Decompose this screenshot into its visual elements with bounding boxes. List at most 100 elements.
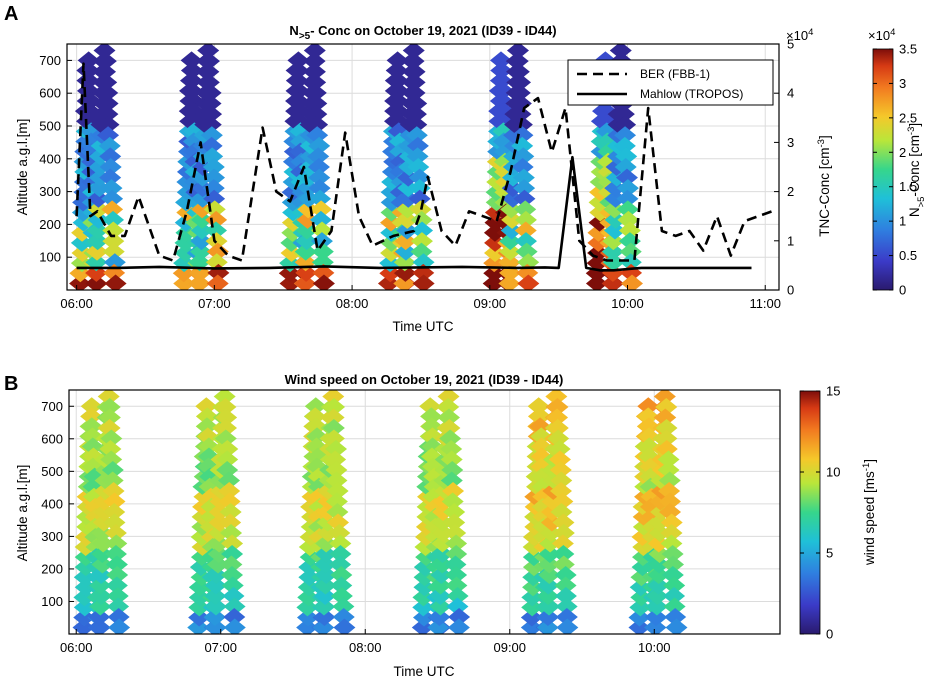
panel-b-marker (188, 608, 211, 627)
panel-b-marker (429, 586, 452, 605)
panel-a-marker (197, 52, 220, 71)
panel-b-marker (315, 534, 338, 553)
panel-a-marker (205, 232, 228, 251)
panel-b-marker (540, 523, 563, 542)
panel-a-marker (87, 189, 110, 208)
panel-a-marker (280, 244, 303, 263)
panel-b: B Wind speed on October 19, 2021 (ID39 -… (4, 372, 877, 679)
panel-a-marker (509, 105, 532, 124)
panel-a-marker (508, 73, 531, 92)
panel-b-marker (218, 471, 241, 490)
panel-a-marker (501, 210, 524, 229)
panel-a-marker (94, 52, 117, 71)
panel-a-marker (403, 83, 426, 102)
panel-b-marker (665, 618, 688, 634)
panel-b-marker (101, 471, 124, 490)
panel-b-marker (555, 607, 578, 626)
panel-b-marker (104, 544, 127, 563)
panel-b-marker (549, 482, 572, 501)
panel-a-title: N>5- Conc on October 19, 2021 (ID39 - ID… (289, 23, 556, 42)
panel-a-marker (613, 136, 636, 155)
panel-b-marker (314, 555, 337, 574)
panel-b-marker (444, 555, 467, 574)
panel-b-marker (644, 618, 667, 634)
panel-a-y2label: TNC-Conc [cm-3] (816, 135, 832, 236)
panel-b-marker (73, 588, 96, 607)
panel-a-ytick-label: 300 (39, 184, 61, 199)
panel-b-marker (97, 390, 120, 406)
panel-b-marker (108, 618, 131, 634)
panel-a-marker (206, 274, 229, 290)
panel-a-marker (312, 263, 335, 282)
panel-b-marker (89, 576, 112, 595)
panel-b-marker (203, 607, 226, 626)
panel-a-marker (206, 242, 229, 261)
panel-a-marker (484, 233, 507, 252)
panel-a-marker (297, 200, 320, 219)
panel-b-marker (552, 513, 575, 532)
panel-a-marker (405, 94, 428, 113)
panel-a-marker (197, 44, 220, 60)
panel-b-marker (305, 417, 328, 436)
panel-a-marker (181, 61, 204, 80)
panel-a-marker (305, 94, 328, 113)
colorbar-a-tick-label: 2 (899, 145, 906, 160)
panel-b-marker (80, 397, 103, 416)
panel-b-marker (312, 618, 335, 634)
panel-a-marker (619, 242, 642, 261)
panel-b-marker (328, 523, 351, 542)
panel-a-ylabel: Altitude a.g.l.[m] (15, 119, 30, 216)
panel-b-marker (413, 568, 436, 587)
panel-a-marker (407, 158, 430, 176)
panel-a-marker (86, 221, 109, 240)
panel-a-marker (492, 132, 515, 151)
panel-b-marker (548, 440, 571, 459)
panel-b-marker (442, 482, 465, 501)
panel-b-marker (324, 440, 347, 459)
panel-b-marker (438, 419, 461, 438)
panel-a-marker (286, 71, 309, 90)
panel-b-marker (195, 417, 218, 436)
panel-b-marker (187, 618, 210, 634)
panel-a-marker (303, 52, 326, 71)
panel-a-y2tick-label: 4 (787, 86, 794, 101)
panel-b-ytick-label: 600 (41, 431, 63, 446)
panel-b-marker (547, 429, 570, 448)
panel-b-marker (431, 555, 454, 574)
panel-a-y2tick-label: 3 (787, 135, 794, 150)
panel-b-marker (427, 618, 450, 634)
panel-a-marker (205, 253, 228, 272)
panel-b-marker (663, 576, 686, 595)
panel-a-marker (506, 52, 529, 71)
panel-a-marker (601, 263, 624, 282)
panel-b-marker (637, 397, 660, 416)
panel-a-marker (197, 73, 220, 92)
panel-a-marker (511, 126, 534, 145)
colorbar-a-tick-label: 2.5 (899, 110, 917, 125)
panel-a-marker (102, 242, 125, 261)
panel-a-marker (303, 62, 326, 81)
panel-b-marker (100, 429, 123, 448)
panel-b-marker (223, 607, 246, 626)
panel-a-marker (102, 210, 125, 229)
panel-b-marker (190, 568, 213, 587)
panel-a-marker (612, 105, 635, 124)
panel-a-marker (511, 158, 534, 176)
panel-b-ytick-label: 300 (41, 529, 63, 544)
colorbar-b-tick-label: 10 (826, 465, 840, 480)
panel-b-marker (81, 427, 104, 446)
panel-a-marker (191, 200, 214, 219)
panel-a-marker (99, 168, 122, 187)
panel-a-marker (506, 44, 529, 60)
panel-a-marker (200, 136, 223, 155)
colorbar-a-tick-label: 3.5 (899, 42, 917, 57)
panel-b-marker (521, 588, 544, 607)
panel-b-marker (88, 618, 111, 634)
panel-b-marker (431, 534, 454, 553)
panel-a-marker (397, 179, 420, 198)
panel-b-marker (657, 461, 680, 480)
panel-a-marker (585, 274, 608, 290)
panel-b-marker (325, 471, 348, 490)
panel-b-marker (647, 576, 670, 595)
panel-a-marker (95, 73, 118, 92)
